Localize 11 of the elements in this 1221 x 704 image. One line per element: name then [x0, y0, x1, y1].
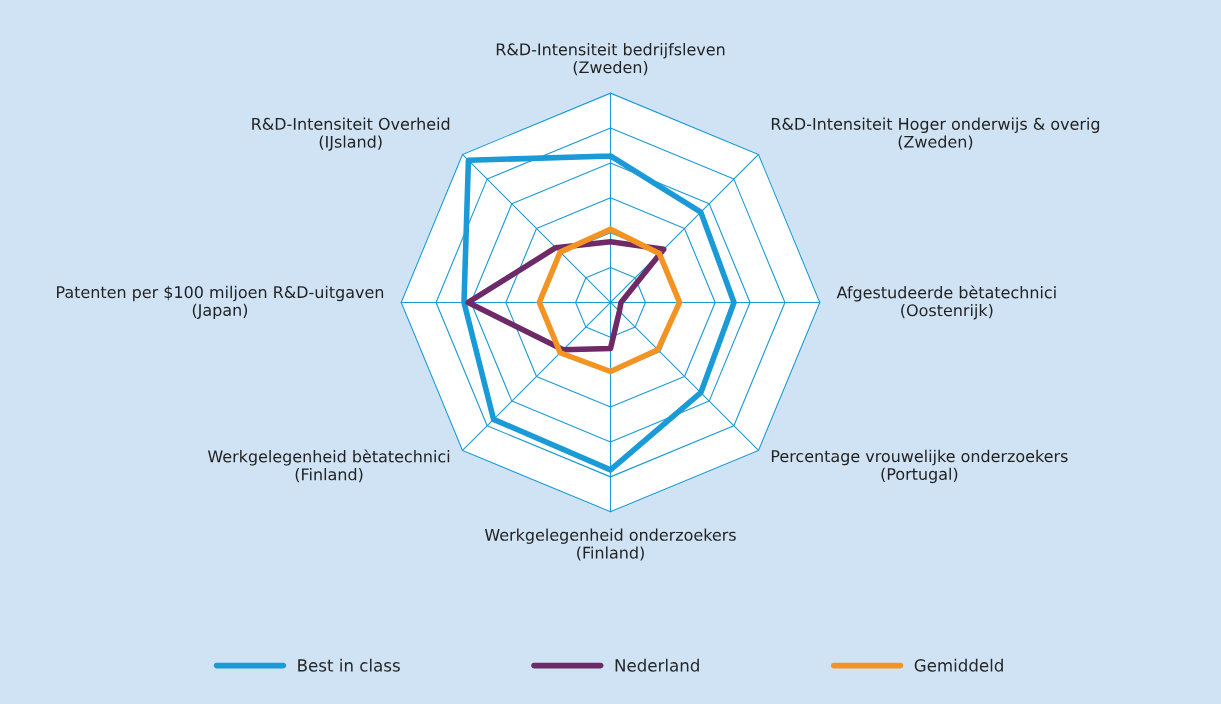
spoke-label: Afgestudeerde bètatechnici (Oostenrijk)	[836, 285, 1056, 320]
spoke-label: Patenten per $100 miljoen R&D-uitgaven (Japan)	[57, 285, 384, 320]
spoke-label: Werkgelegenheid bètatechnici (Finland)	[207, 449, 450, 483]
spoke-label: R&D-Intensiteit Overheid (IJsland)	[252, 117, 450, 151]
spoke-label: Percentage vrouwelijke onderzoekers (Portugal)	[771, 449, 1068, 484]
spoke-label: R&D-Intensiteit bedrijfsleven (Zweden)	[496, 43, 725, 76]
legend-label: Gemiddeld	[914, 658, 1003, 672]
legend-label: Best in class	[298, 658, 400, 672]
spoke-label: R&D-Intensiteit Hoger onderwijs & overig (Zweden)	[771, 117, 1100, 150]
legend-label: Nederland	[615, 658, 699, 672]
spoke-label: Werkgelegenheid onderzoekers (Finland)	[484, 528, 736, 561]
